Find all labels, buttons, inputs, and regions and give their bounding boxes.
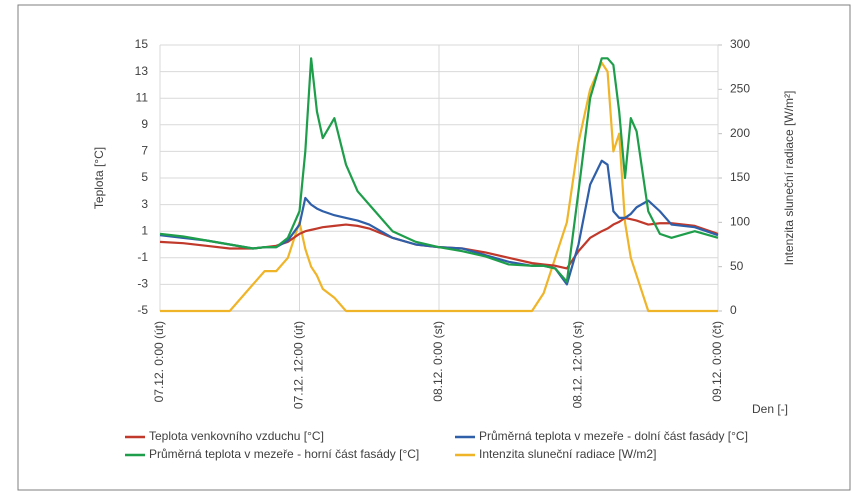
legend-label: Průměrná teplota v mezeře - horní část f… <box>149 447 419 461</box>
y-tick-label: 15 <box>135 37 149 51</box>
y-axis-label: Teplota [°C] <box>92 147 106 209</box>
y-tick-label: 13 <box>135 64 149 78</box>
y-tick-label: 11 <box>136 90 149 104</box>
legend-label: Intenzita sluneční radiace [W/m2] <box>479 447 656 461</box>
series-line <box>160 61 718 313</box>
x-tick-label: 07.12. 12:00 (út) <box>292 321 306 409</box>
y-tick-label: 9 <box>141 117 148 131</box>
y2-tick-label: 150 <box>730 170 750 184</box>
legend-label: Průměrná teplota v mezeře - dolní část f… <box>479 429 748 443</box>
y-tick-label: -5 <box>137 303 148 317</box>
y-tick-label: -1 <box>137 250 148 264</box>
y2-tick-label: 0 <box>730 303 737 317</box>
legend-label: Teplota venkovního vzduchu [°C] <box>149 429 324 443</box>
x-tick-label: 08.12. 12:00 (st) <box>571 321 585 408</box>
x-axis-label: Den [-] <box>752 402 788 416</box>
x-tick-label: 09.12. 0:00 (čt) <box>710 321 724 402</box>
y-tick-label: 1 <box>141 223 148 237</box>
x-tick-label: 08.12. 0:00 (st) <box>431 321 445 402</box>
y2-axis-label: Intenzita sluneční radiace [W/m²] <box>782 91 796 266</box>
y2-tick-label: 300 <box>730 37 750 51</box>
y2-tick-label: 100 <box>730 215 750 229</box>
y2-tick-label: 50 <box>730 259 744 273</box>
y2-tick-label: 200 <box>730 126 750 140</box>
x-tick-label: 07.12. 0:00 (út) <box>152 321 166 402</box>
y-tick-label: 5 <box>141 170 148 184</box>
y-tick-label: -3 <box>137 277 148 291</box>
y-tick-label: 7 <box>141 144 148 158</box>
y-tick-label: 3 <box>141 197 148 211</box>
series-line <box>159 57 719 283</box>
series-line <box>159 159 719 286</box>
y2-tick-label: 250 <box>730 82 750 96</box>
